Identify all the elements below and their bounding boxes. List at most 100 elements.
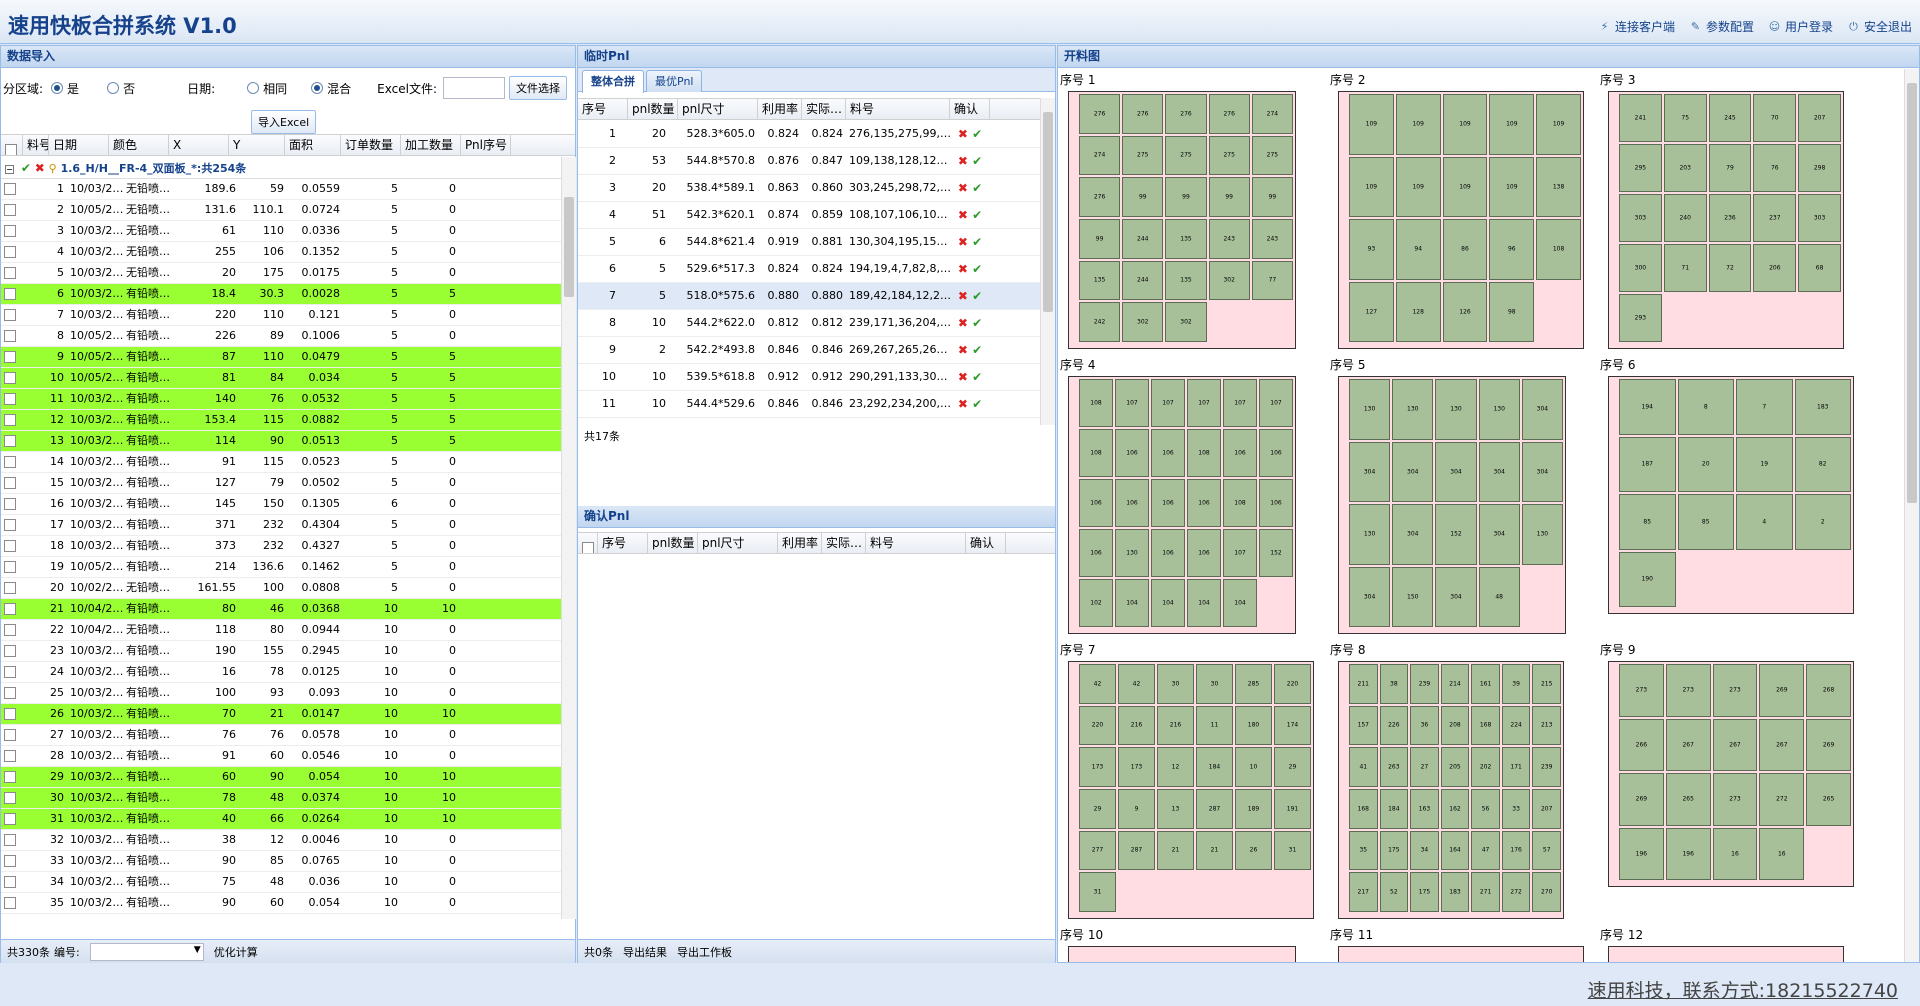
row-checkbox[interactable] [4,624,16,636]
row-checkbox[interactable] [4,813,16,825]
row-checkbox-cell[interactable] [1,221,23,241]
table-row[interactable]: 6 5 529.6*517.3 0.824 0.824 194,19,4,7,82,8,…… [578,256,1040,283]
table-row[interactable]: 2 10/05/2… 无铅喷… 131.6 110.1 0.0724 5 0 [1,200,562,221]
table-row[interactable]: 35 10/03/2… 有铅喷… 90 60 0.054 10 0 [1,893,562,914]
confirm-icon[interactable]: ✔ [967,343,983,357]
row-checkbox[interactable] [4,771,16,783]
table-row[interactable]: 26 10/03/2… 有铅喷… 70 21 0.0147 10 10 [1,704,562,725]
table-row[interactable]: 1 20 528.3*605.0 0.824 0.824 276,135,275,99,…… [578,121,1040,148]
toplink-1[interactable]: ✎ 参数配置 [1689,18,1754,35]
row-checkbox[interactable] [4,246,16,258]
pnl-sheet[interactable]: 194 8 7 183 187 20 19 82 85 85 4 2 190 [1608,376,1854,614]
table-row[interactable]: 8 10 544.2*622.0 0.812 0.812 239,171,36,204,…… [578,310,1040,337]
table-row[interactable]: 18 10/03/2… 有铅喷… 373 232 0.4327 5 0 [1,536,562,557]
confirm-icon[interactable]: ✔ [967,370,983,384]
row-checkbox-cell[interactable] [1,683,23,703]
date-same-radio[interactable] [247,82,260,94]
row-checkbox-cell[interactable] [1,767,23,787]
select-all-checkbox[interactable] [582,541,594,553]
col-header[interactable]: 料号 [846,99,950,119]
confirm-icon[interactable]: ✔ [967,316,983,330]
confirm-icon[interactable]: ✔ [968,424,982,425]
col-header[interactable]: 料号 [866,533,966,553]
select-all-checkbox-cell[interactable] [1,135,23,155]
col-header[interactable]: 确认 [950,99,990,119]
confirm-icon[interactable]: ✔ [967,289,983,303]
row-checkbox[interactable] [4,225,16,237]
confirm-icon[interactable]: ✔ [967,397,983,411]
delete-icon[interactable]: ✖ [957,235,968,249]
col-header[interactable]: 料号 [23,135,49,155]
col-header[interactable]: 订单数量 [341,135,401,155]
confirm-icon[interactable]: ✔ [967,127,983,141]
table-row[interactable]: 10 10/05/2… 有铅喷… 81 84 0.034 5 5 [1,368,562,389]
row-checkbox[interactable] [4,204,16,216]
tab-best[interactable]: 最优Pnl [646,70,703,92]
toplink-3[interactable]: ⏻ 安全退出 [1847,18,1912,35]
row-checkbox-cell[interactable] [1,263,23,283]
row-checkbox-cell[interactable] [1,641,23,661]
pnl-sheet[interactable] [1338,946,1584,962]
col-header[interactable]: 利用率 [778,533,822,553]
table-row[interactable]: 9 10/05/2… 有铅喷… 87 110 0.0479 5 5 [1,347,562,368]
row-checkbox[interactable] [4,477,16,489]
delete-icon[interactable]: ✖ [957,154,968,168]
pnl-sheet[interactable] [1068,946,1296,962]
row-checkbox[interactable] [4,519,16,531]
row-checkbox[interactable] [4,792,16,804]
collapse-icon[interactable]: − [5,164,14,174]
group-delete-icon[interactable]: ✖ [34,161,45,175]
col-header[interactable]: 日期 [49,135,109,155]
table-row[interactable]: 21 10/04/2… 有铅喷… 80 46 0.0368 10 10 [1,599,562,620]
table-row[interactable]: 1210531.6*613.30.9160.888132,235,124,136… [578,418,1040,425]
row-checkbox[interactable] [4,834,16,846]
col-header[interactable]: Y [229,135,285,155]
table-row[interactable]: 5 10/03/2… 无铅喷… 20 175 0.0175 5 0 [1,263,562,284]
table-row[interactable]: 32 10/03/2… 有铅喷… 38 12 0.0046 10 0 [1,830,562,851]
table-row[interactable]: 7 10/03/2… 有铅喷… 220 110 0.121 5 0 [1,305,562,326]
table-row[interactable]: 2 53 544.8*570.8 0.876 0.847 109,138,128,12… ✖… [578,148,1040,175]
row-checkbox[interactable] [4,603,16,615]
row-checkbox-cell[interactable] [1,746,23,766]
row-checkbox-cell[interactable] [1,326,23,346]
row-checkbox-cell[interactable] [1,620,23,640]
row-checkbox[interactable] [4,393,16,405]
table-row[interactable]: 27 10/03/2… 有铅喷… 76 76 0.0578 10 0 [1,725,562,746]
row-checkbox[interactable] [4,435,16,447]
row-checkbox-cell[interactable] [1,452,23,472]
col-header[interactable]: pnl数量 [628,99,678,119]
table-row[interactable]: 19 10/05/2… 有铅喷… 214 136.6 0.1462 5 0 [1,557,562,578]
col-header[interactable]: 面积 [285,135,341,155]
optimize-button[interactable]: 优化计算 [213,945,258,959]
delete-icon[interactable]: ✖ [957,316,968,330]
table-row[interactable]: 23 10/03/2… 有铅喷… 190 155 0.2945 10 0 [1,641,562,662]
table-row[interactable]: 16 10/03/2… 有铅喷… 145 150 0.1305 6 0 [1,494,562,515]
col-header[interactable]: Pnl序号 [461,135,511,155]
row-checkbox[interactable] [4,288,16,300]
row-checkbox[interactable] [4,498,16,510]
col-header[interactable]: 实际… [802,99,846,119]
col-header[interactable]: 序号 [598,533,648,553]
row-checkbox[interactable] [4,561,16,573]
col-header[interactable]: 确认 [966,533,1006,553]
row-checkbox-cell[interactable] [1,389,23,409]
row-checkbox-cell[interactable] [1,536,23,556]
row-checkbox[interactable] [4,456,16,468]
row-checkbox[interactable] [4,750,16,762]
row-checkbox-cell[interactable] [1,599,23,619]
delete-icon[interactable]: ✖ [957,181,968,195]
table-row[interactable]: 34 10/03/2… 有铅喷… 75 48 0.036 10 0 [1,872,562,893]
toplink-2[interactable]: ☺ 用户登录 [1768,18,1833,35]
table-row[interactable]: 17 10/03/2… 有铅喷… 371 232 0.4304 5 0 [1,515,562,536]
table-row[interactable]: 1 10/03/2… 无铅喷… 189.6 59 0.0559 5 0 [1,179,562,200]
zone-yes-radio[interactable] [51,82,64,94]
row-checkbox[interactable] [4,645,16,657]
row-checkbox[interactable] [4,183,16,195]
row-checkbox[interactable] [4,687,16,699]
row-checkbox[interactable] [4,666,16,678]
group-confirm-icon[interactable]: ✔ [20,161,31,175]
row-checkbox[interactable] [4,309,16,321]
export-result-button[interactable]: 导出结果 [623,945,667,959]
delete-icon[interactable]: ✖ [957,262,968,276]
code-select[interactable]: ▼ [89,942,204,961]
